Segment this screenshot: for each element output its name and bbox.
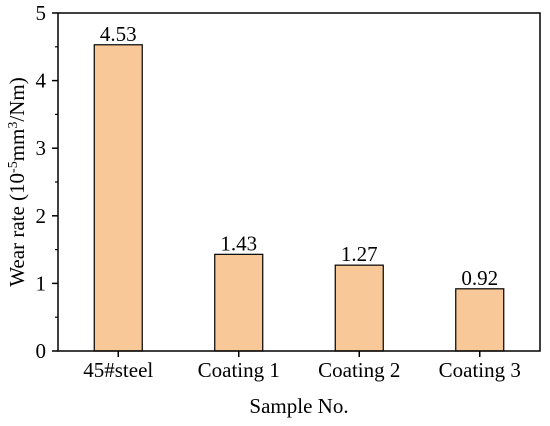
- x-axis-title: Sample No.: [249, 394, 348, 418]
- x-tick-label-coating-2: Coating 2: [318, 358, 400, 382]
- y-tick-label-0: 0: [36, 339, 47, 363]
- y-axis-title: Wear rate (10-5mm3/Nm): [5, 77, 29, 286]
- bar-45-steel: [93, 44, 143, 352]
- bar-coating-1: [214, 253, 264, 352]
- bar-coating-3: [455, 288, 505, 352]
- x-tick-label-coating-1: Coating 1: [198, 358, 280, 382]
- x-ticks-group: 45#steel Coating 1 Coating 2 Coating 3: [83, 351, 521, 382]
- data-label-coating-1: 1.43: [220, 231, 257, 255]
- y-axis-title-suffix: /Nm): [5, 77, 29, 121]
- y-axis-title-prefix: Wear rate (10: [5, 173, 29, 287]
- bar-coating-2: [334, 264, 384, 352]
- y-tick-label-5: 5: [36, 1, 47, 25]
- data-labels-group: 4.53 1.43 1.27 0.92: [100, 22, 498, 290]
- x-tick-label-45-steel: 45#steel: [83, 358, 153, 382]
- data-label-coating-2: 1.27: [341, 242, 378, 266]
- y-ticks-group: 0 1 2 3 4 5: [36, 1, 58, 363]
- bars-group: [93, 44, 505, 352]
- data-label-coating-3: 0.92: [461, 266, 498, 290]
- y-axis-title-exp2: 3: [6, 122, 21, 129]
- y-tick-label-1: 1: [36, 271, 47, 295]
- data-label-45-steel: 4.53: [100, 22, 137, 46]
- y-axis-title-exp1: -5: [6, 161, 21, 173]
- y-tick-label-3: 3: [36, 136, 47, 160]
- y-axis-title-mid: mm: [5, 129, 29, 162]
- y-tick-label-4: 4: [36, 69, 47, 93]
- y-tick-label-2: 2: [36, 204, 47, 228]
- x-tick-label-coating-3: Coating 3: [439, 358, 521, 382]
